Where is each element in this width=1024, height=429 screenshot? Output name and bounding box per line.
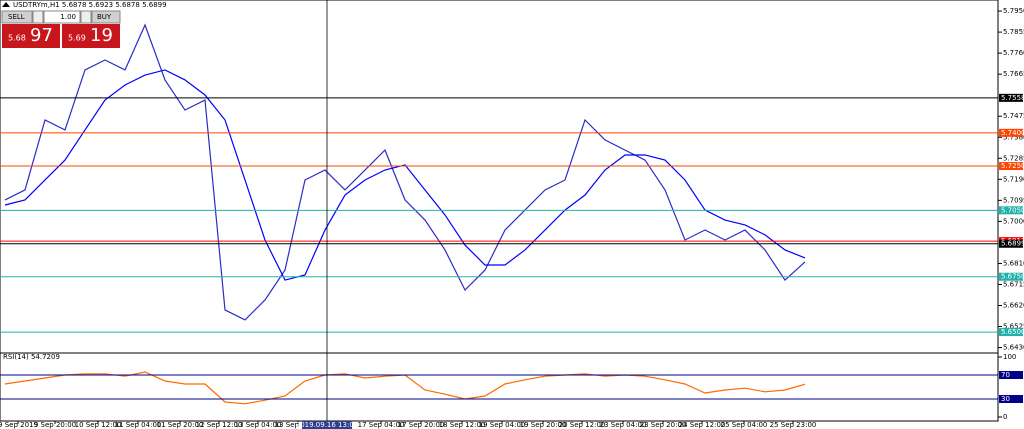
lot-down[interactable] — [32, 10, 44, 24]
level-label-box — [999, 162, 1023, 171]
y-tick-label: 5.6620 — [1003, 302, 1024, 310]
trade-panel: SELL 1.00 BUY 5.68 97 5.69 19 — [1, 10, 121, 48]
x-tick-label: 23 Sep 20:00 — [640, 421, 687, 429]
x-tick-label: 19 Sep 04:00 — [479, 421, 526, 429]
level-label-box — [999, 371, 1023, 379]
x-tick-label: 10 Sep 12:00 — [75, 421, 122, 429]
x-tick-label: 17 Sep 04:00 — [358, 421, 405, 429]
level-label: 5.7558 — [1001, 94, 1024, 102]
level-label: 5.6899 — [1001, 240, 1024, 248]
buy-label: BUY — [97, 13, 112, 21]
level-label: 70 — [1001, 371, 1010, 379]
level-label-box — [999, 128, 1023, 137]
y-tick-label: 5.6810 — [1003, 259, 1024, 267]
buy-price-pips: 19 — [90, 25, 113, 46]
level-label-box — [999, 395, 1023, 403]
x-tick-label: 24 Sep 12:00 — [679, 421, 726, 429]
crosshair-label: 2019.09.16 13:00 — [296, 421, 358, 429]
sell-price-big: 5.68 — [8, 34, 26, 43]
level-label-box — [999, 272, 1023, 281]
level-label-box — [999, 206, 1023, 215]
y-tick-label: 5.6430 — [1003, 344, 1024, 352]
x-tick-label: 9 Sep 20:00 — [34, 421, 76, 429]
x-tick-label: 23 Sep 04:00 — [600, 421, 647, 429]
x-tick-label: 19 Sep 20:00 — [520, 421, 567, 429]
x-tick-label: 13 Sep 20:00 — [275, 421, 322, 429]
level-label-box — [999, 93, 1023, 102]
x-tick-label: 18 Sep 12:00 — [439, 421, 486, 429]
buy-price-big: 5.69 — [68, 34, 86, 43]
sell-button[interactable] — [1, 10, 33, 24]
sell-label: SELL — [8, 13, 25, 21]
sell-price-pips: 97 — [30, 25, 53, 46]
buy-price-box[interactable] — [62, 24, 120, 48]
y-tick-label: 5.7760 — [1003, 49, 1024, 57]
x-tick-label: 17 Sep 20:00 — [398, 421, 445, 429]
buy-button[interactable] — [91, 10, 121, 24]
level-label-box — [999, 239, 1023, 248]
level-label: 5.7250 — [1001, 162, 1024, 170]
y-tick-label: 100 — [1003, 353, 1016, 361]
y-tick-label: 5.7950 — [1003, 7, 1024, 15]
level-label: 5.6750 — [1001, 273, 1024, 281]
y-tick-label: 0 — [1003, 413, 1007, 421]
level-label: 30 — [1001, 395, 1010, 403]
x-tick-label: 25 Sep 23:00 — [770, 421, 817, 429]
level-label: 5.6500 — [1001, 328, 1024, 336]
x-tick-label: 25 Sep 04:00 — [721, 421, 768, 429]
y-tick-label: 5.7380 — [1003, 133, 1024, 141]
x-tick-label: 12 Sep 12:00 — [196, 421, 243, 429]
x-tick-label: 13 Sep 04:00 — [235, 421, 282, 429]
x-tick-label: 11 Sep 20:00 — [157, 421, 204, 429]
lot-input[interactable] — [43, 10, 81, 24]
level-label: 5.7400 — [1001, 129, 1024, 137]
symbol-header: USDTRYm,H1 5.6878 5.6923 5.6878 5.6899 — [13, 1, 167, 9]
x-tick-label: 11 Sep 04:00 — [115, 421, 162, 429]
level-label: 5.7050 — [1001, 206, 1024, 214]
sell-price-box[interactable] — [2, 24, 60, 48]
lot-up[interactable] — [80, 10, 92, 24]
price-line — [4, 23, 806, 321]
y-tick-label: 5.7000 — [1003, 217, 1024, 225]
indicator-title: RSI(14) 54.7209 — [3, 353, 60, 361]
collapse-icon[interactable] — [2, 2, 10, 7]
lot-value: 1.00 — [60, 13, 76, 21]
y-tick-label: 5.7190 — [1003, 175, 1024, 183]
level-label-box — [999, 328, 1023, 337]
x-tick-label: 9 Sep 2019 — [0, 421, 38, 429]
crosshair-label-box — [302, 421, 352, 429]
x-tick-label: 20 Sep 12:00 — [559, 421, 606, 429]
price-line — [4, 69, 806, 281]
